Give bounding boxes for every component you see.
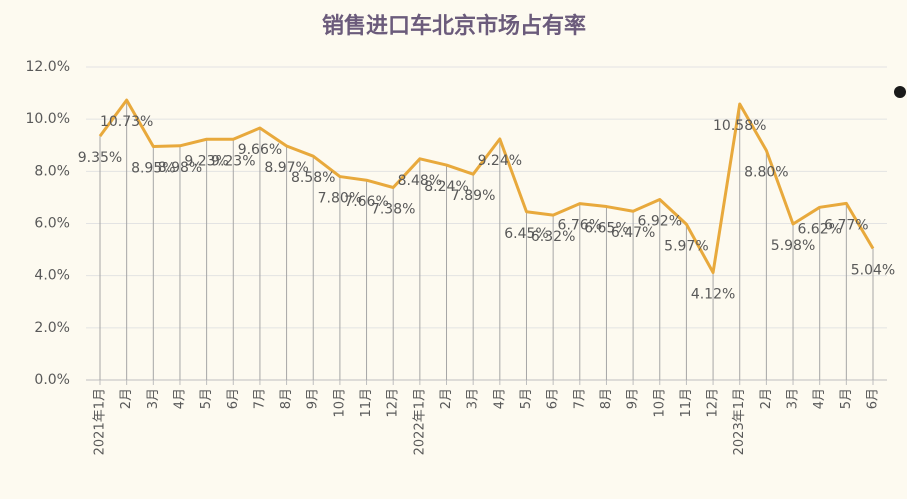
data-label: 9.23% xyxy=(211,153,255,169)
x-tick-label: 5月 xyxy=(839,388,854,409)
data-label: 6.32% xyxy=(531,229,575,245)
data-label: 9.24% xyxy=(478,153,522,169)
x-tick-label: 10月 xyxy=(332,388,347,418)
x-tick-label: 11月 xyxy=(679,388,694,418)
data-label: 9.35% xyxy=(78,150,122,166)
x-tick-label: 4月 xyxy=(492,388,507,409)
data-label: 4.12% xyxy=(691,287,735,303)
data-label: 7.38% xyxy=(371,202,415,218)
y-tick-label: 0.0% xyxy=(34,372,70,388)
data-label: 6.47% xyxy=(611,225,655,241)
data-label: 8.97% xyxy=(264,160,308,176)
data-label: 8.80% xyxy=(744,164,788,180)
y-tick-label: 4.0% xyxy=(34,268,70,284)
x-tick-label: 6月 xyxy=(546,388,561,409)
data-label: 8.58% xyxy=(291,170,335,186)
data-label: 8.24% xyxy=(424,179,468,195)
y-tick-label: 10.0% xyxy=(26,111,70,127)
data-label: 8.98% xyxy=(158,160,202,176)
chart-title: 销售进口车北京市场占有率 xyxy=(322,13,586,39)
x-tick-label: 4月 xyxy=(172,388,187,409)
data-label: 6.77% xyxy=(824,217,868,233)
y-tick-label: 12.0% xyxy=(26,59,70,75)
data-label: 6.76% xyxy=(558,218,602,234)
x-tick-label: 9月 xyxy=(626,388,641,409)
y-tick-label: 2.0% xyxy=(34,320,70,336)
x-tick-label: 3月 xyxy=(146,388,161,409)
x-tick-label: 6月 xyxy=(226,388,241,409)
data-label: 6.65% xyxy=(584,221,628,237)
y-tick-label: 6.0% xyxy=(34,216,70,232)
legend-marker xyxy=(894,86,906,98)
x-tick-label: 3月 xyxy=(786,388,801,409)
x-tick-label: 2022年1月 xyxy=(412,388,427,455)
data-label: 10.73% xyxy=(100,114,153,130)
x-tick-label: 7月 xyxy=(572,388,587,409)
data-label: 7.66% xyxy=(344,194,388,210)
data-label: 10.58% xyxy=(713,118,766,134)
data-label: 6.45% xyxy=(504,226,548,242)
x-tick-label: 3月 xyxy=(466,388,481,409)
x-tick-label: 2023年1月 xyxy=(732,388,747,455)
data-label: 5.97% xyxy=(664,238,708,254)
x-tick-label: 12月 xyxy=(386,388,401,418)
x-tick-label: 6月 xyxy=(866,388,881,409)
x-tick-label: 4月 xyxy=(812,388,827,409)
data-label: 9.23% xyxy=(184,153,228,169)
x-tick-label: 8月 xyxy=(599,388,614,409)
data-label: 5.98% xyxy=(771,238,815,254)
x-tick-label: 10月 xyxy=(652,388,667,418)
data-label: 8.95% xyxy=(131,161,175,177)
series-line xyxy=(98,98,875,275)
x-tick-label: 5月 xyxy=(199,388,214,409)
x-tick-label: 2月 xyxy=(759,388,774,409)
x-tick-label: 7月 xyxy=(252,388,267,409)
data-label: 8.48% xyxy=(398,173,442,189)
data-label: 6.92% xyxy=(638,214,682,230)
data-label: 9.66% xyxy=(238,142,282,158)
data-label: 7.80% xyxy=(318,191,362,207)
x-tick-label: 2021年1月 xyxy=(93,388,108,455)
x-tick-label: 11月 xyxy=(359,388,374,418)
data-label: 5.04% xyxy=(851,263,895,279)
x-tick-label: 2月 xyxy=(119,388,134,409)
x-tick-label: 2月 xyxy=(439,388,454,409)
x-tick-label: 5月 xyxy=(519,388,534,409)
data-label: 6.62% xyxy=(797,221,841,237)
y-tick-label: 8.0% xyxy=(34,163,70,179)
x-tick-label: 9月 xyxy=(306,388,321,409)
x-tick-label: 8月 xyxy=(279,388,294,409)
data-label: 7.89% xyxy=(451,188,495,204)
x-tick-label: 12月 xyxy=(706,388,721,418)
